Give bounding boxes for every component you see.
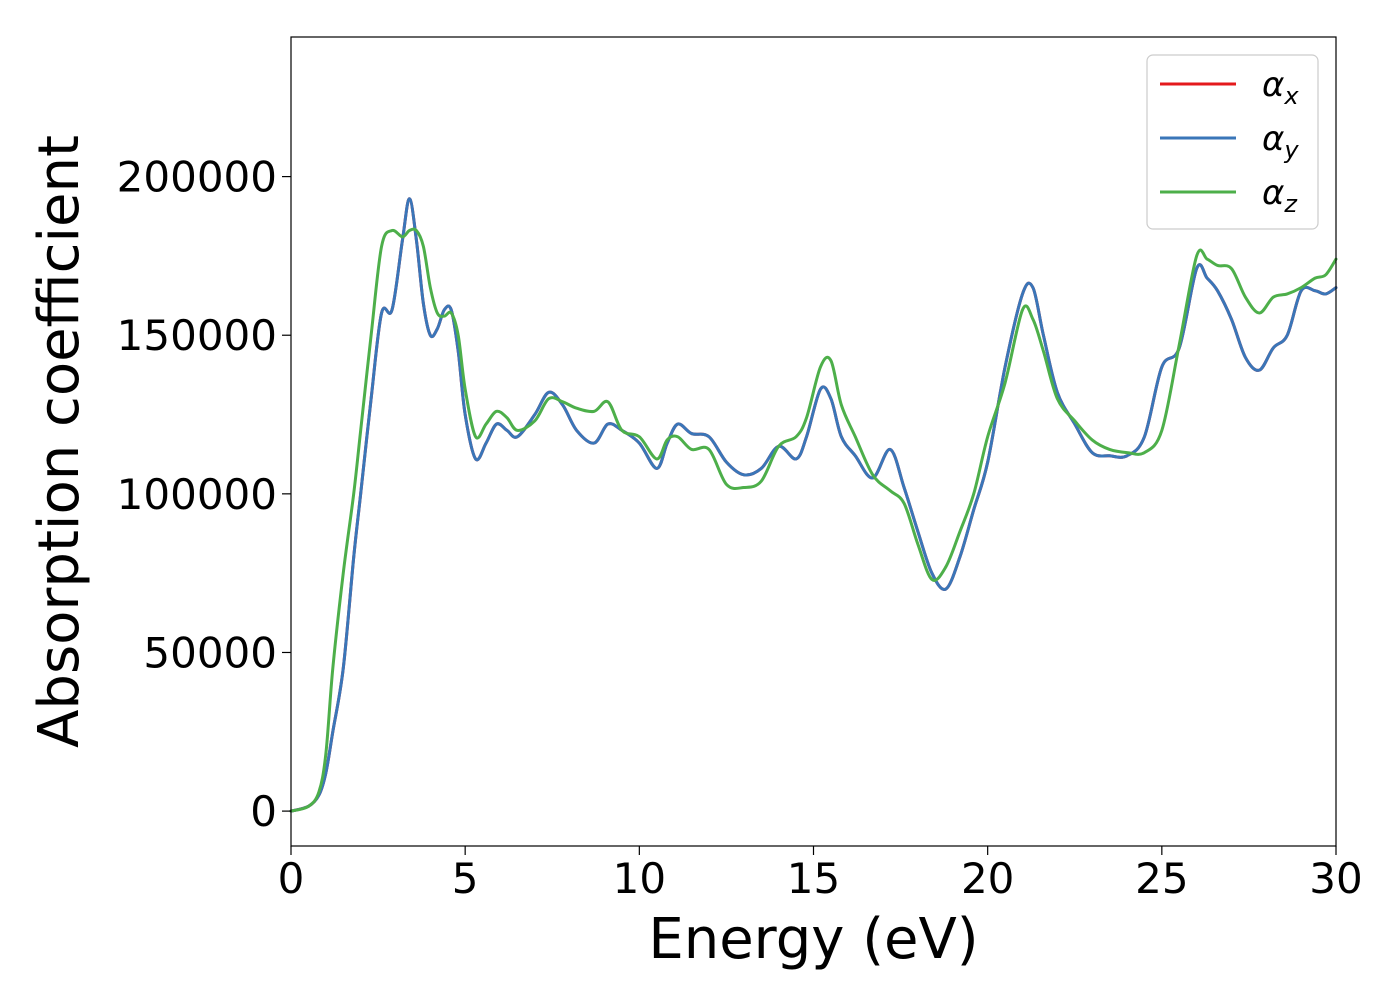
x-axis-title: Energy (eV): [648, 907, 978, 972]
tick-layer: 0 5 10 15 20 25 30 0 50000 100000 150000 200000: [117, 153, 1363, 903]
series-line-y: [289, 197, 1338, 813]
y-axis-title: Absorption coefficient: [27, 135, 92, 748]
legend: αx αy αz: [1146, 54, 1319, 230]
legend-box: [1146, 54, 1319, 230]
series-line-x: [289, 197, 1338, 813]
x-tick-label: 5: [452, 854, 479, 903]
plot-frame: [290, 36, 1337, 847]
x-tick-label: 25: [1135, 854, 1188, 903]
series-line-z: [289, 227, 1338, 813]
y-tick-label: 0: [250, 787, 277, 836]
x-tick-label: 15: [787, 854, 840, 903]
y-tick-label: 150000: [117, 311, 277, 360]
y-tick-label: 200000: [117, 153, 277, 202]
y-tick-label: 100000: [117, 470, 277, 519]
legend-label-x: αx: [1262, 65, 1299, 110]
legend-label-z: αz: [1262, 173, 1298, 218]
x-tick-label: 0: [278, 854, 305, 903]
x-tick-label: 10: [613, 854, 666, 903]
x-tick-label: 20: [961, 854, 1014, 903]
legend-label-y: αy: [1262, 119, 1299, 164]
series-layer: [289, 197, 1338, 813]
x-tick-label: 30: [1309, 854, 1362, 903]
y-tick-label: 50000: [143, 628, 277, 677]
